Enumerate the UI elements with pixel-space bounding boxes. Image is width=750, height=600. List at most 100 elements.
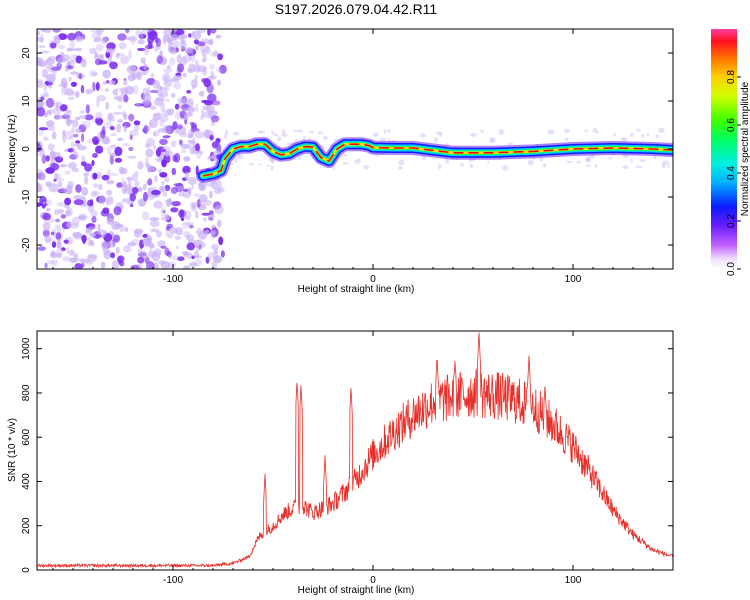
noise-blob xyxy=(152,80,160,89)
noise-blob xyxy=(54,35,61,45)
noise-blob xyxy=(189,224,194,229)
noise-blob xyxy=(207,155,217,159)
noise-blob xyxy=(173,183,183,187)
noise-blob xyxy=(68,249,75,257)
noise-blob xyxy=(75,143,82,148)
noise-blob xyxy=(101,241,109,250)
noise-blob xyxy=(73,151,79,159)
noise-blob xyxy=(661,160,669,166)
noise-blob xyxy=(51,150,57,158)
noise-blob xyxy=(193,250,200,259)
noise-blob xyxy=(71,90,75,96)
noise-blob xyxy=(37,60,48,67)
noise-blob xyxy=(70,81,77,87)
noise-blob xyxy=(127,155,137,159)
noise-blob xyxy=(211,243,219,251)
noise-blob xyxy=(150,72,155,79)
noise-blob xyxy=(211,141,218,149)
noise-blob xyxy=(118,42,127,50)
noise-blob xyxy=(342,162,349,165)
noise-blob xyxy=(102,36,110,43)
noise-blob xyxy=(629,132,634,137)
noise-blob xyxy=(171,167,177,176)
noise-blob xyxy=(198,90,205,97)
signal-core-red xyxy=(202,143,673,177)
noise-blob xyxy=(374,134,378,137)
noise-blob xyxy=(363,165,370,170)
noise-blob xyxy=(195,210,199,219)
noise-blob xyxy=(66,48,74,52)
noise-blob xyxy=(159,118,165,127)
noise-blob xyxy=(135,29,141,37)
noise-blob xyxy=(108,240,115,248)
noise-blobs xyxy=(37,29,673,269)
noise-blob xyxy=(123,245,131,253)
noise-blob xyxy=(237,154,240,159)
noise-blob xyxy=(68,76,72,82)
noise-blob xyxy=(180,143,191,149)
noise-blob xyxy=(487,160,490,164)
noise-blob xyxy=(564,128,570,134)
noise-blob xyxy=(445,158,450,164)
noise-blob xyxy=(210,230,217,236)
noise-blob xyxy=(194,131,205,139)
noise-blob xyxy=(159,114,169,123)
noise-blob xyxy=(123,125,127,133)
noise-blob xyxy=(181,34,188,39)
noise-blob xyxy=(42,212,52,221)
noise-blob xyxy=(189,121,195,126)
noise-blob xyxy=(84,114,94,121)
noise-blob xyxy=(88,69,98,77)
noise-blob xyxy=(88,254,92,259)
noise-blob xyxy=(419,133,426,138)
noise-blob xyxy=(71,126,75,133)
noise-blob xyxy=(57,224,62,235)
noise-blob xyxy=(169,57,175,66)
noise-blob xyxy=(137,47,146,52)
noise-blob xyxy=(586,164,592,168)
noise-blob xyxy=(191,85,196,90)
noise-blob xyxy=(167,108,175,116)
noise-blob xyxy=(145,148,154,158)
noise-blob xyxy=(123,94,129,103)
snr-xtick-label: 0 xyxy=(370,575,376,586)
noise-blob xyxy=(209,64,215,70)
noise-blob xyxy=(134,180,140,187)
noise-blob xyxy=(102,250,112,255)
noise-blob xyxy=(98,183,103,191)
noise-blob xyxy=(51,231,55,236)
noise-blob xyxy=(210,29,217,34)
noise-blob xyxy=(639,159,647,162)
noise-blob xyxy=(258,130,266,134)
noise-blob xyxy=(53,178,57,182)
colorbar-label: Normalized spectral amplitude xyxy=(740,81,750,216)
noise-blob xyxy=(103,249,112,260)
noise-blob xyxy=(97,118,104,125)
noise-blob xyxy=(47,143,55,151)
noise-blob xyxy=(75,184,82,193)
noise-blob xyxy=(37,107,46,117)
noise-blob xyxy=(161,72,171,83)
noise-blob xyxy=(44,29,52,34)
noise-blob xyxy=(75,128,81,133)
noise-blob xyxy=(191,30,202,40)
snr-ytick-label: 0 xyxy=(21,567,32,573)
noise-blob xyxy=(68,39,76,49)
noise-blob xyxy=(162,210,166,214)
noise-blob xyxy=(223,133,228,140)
noise-blob xyxy=(207,75,217,80)
noise-blob xyxy=(137,187,143,192)
noise-blob xyxy=(655,134,660,139)
noise-blob xyxy=(122,121,131,128)
noise-blob xyxy=(62,256,72,262)
noise-blob xyxy=(63,188,73,195)
noise-blob xyxy=(52,29,61,33)
noise-blob xyxy=(51,259,59,267)
noise-blob xyxy=(73,133,79,138)
noise-blob xyxy=(149,105,157,110)
noise-blob xyxy=(168,226,178,235)
noise-blob xyxy=(195,45,199,51)
noise-blob xyxy=(187,106,196,112)
noise-blob xyxy=(200,242,206,248)
noise-blob xyxy=(67,162,77,169)
